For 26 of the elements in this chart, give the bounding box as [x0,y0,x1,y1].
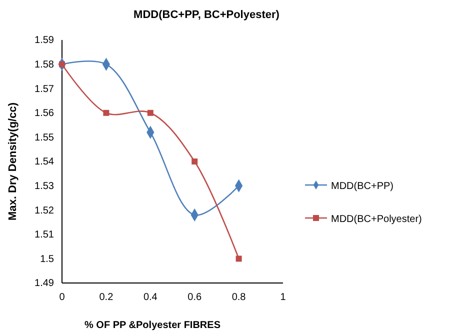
legend-label: MDD(BC+Polyester) [331,214,422,225]
x-axis-title: % OF PP &Polyester FIBRES [84,320,221,331]
x-tick-label: 0.2 [99,292,114,304]
y-tick-label: 1.59 [34,35,54,46]
y-tick-label: 1.58 [34,60,54,70]
y-tick-label: 1.52 [34,205,54,216]
y-tick-label: 1.57 [34,84,54,95]
x-tick-label: 0.8 [232,292,246,304]
legend-label: MDD(BC+PP) [331,181,394,192]
point [192,158,198,164]
y-tick-label: 1.51 [34,230,54,241]
y-tick-label: 1.49 [34,278,54,290]
point [147,110,154,116]
x-tick-label: 0.6 [188,292,202,304]
y-tick-label: 1.53 [34,181,54,192]
y-tick-label: 1.56 [34,108,54,120]
x-tick-label: 0.4 [143,292,158,304]
chart-title: MDD(BC+PP, BC+Polyester) [134,9,280,21]
x-tick-label: 1 [280,292,286,304]
y-tick-label: 1.5 [40,254,54,265]
y-tick-label: 1.55 [34,132,54,144]
point [236,256,242,262]
x-tick-label: 0 [59,292,66,304]
y-tick-label: 1.54 [34,156,54,168]
y-axis-title: Max. Dry Density(g/cc) [7,102,19,220]
point [103,110,110,116]
